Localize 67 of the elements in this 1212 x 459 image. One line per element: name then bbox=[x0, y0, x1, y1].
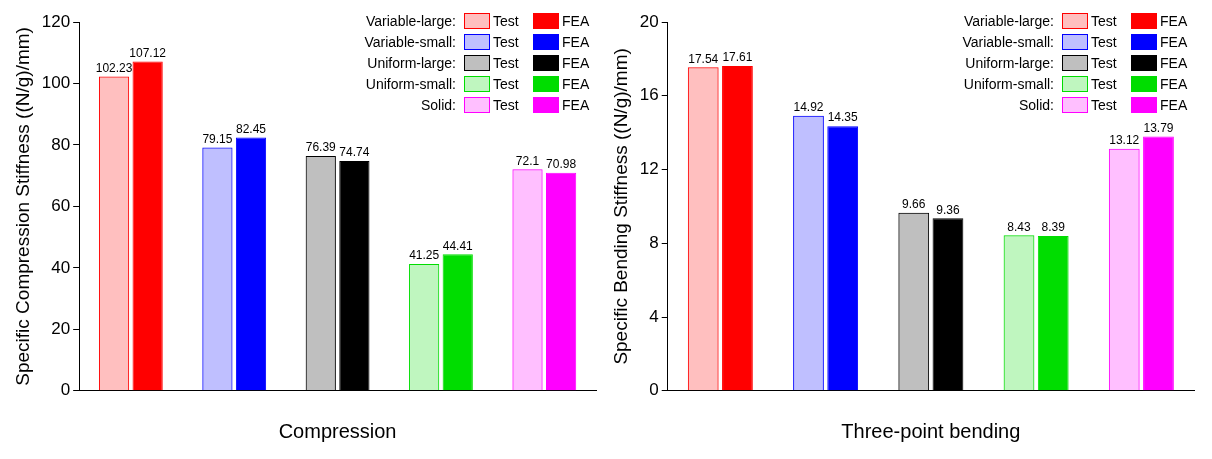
text: Test bbox=[1091, 75, 1117, 92]
text: FEA bbox=[1160, 12, 1188, 29]
y-tick-label: 20 bbox=[51, 319, 71, 339]
y-tick-label: 16 bbox=[639, 85, 659, 105]
y-axis-title: Specific Bending Stiffness ((N/g)/mm) bbox=[609, 48, 631, 365]
text: Test bbox=[493, 33, 519, 50]
annotation: Variable-small: bbox=[962, 33, 1054, 50]
text: Test bbox=[493, 54, 519, 71]
data-label: 82.45 bbox=[236, 121, 267, 136]
text: FEA bbox=[1160, 75, 1188, 92]
data-label: 41.25 bbox=[409, 248, 440, 263]
y-tick-label: 4 bbox=[649, 306, 659, 326]
data-label: 70.98 bbox=[546, 156, 577, 171]
data-label: 8.43 bbox=[1007, 219, 1032, 234]
data-label: 44.41 bbox=[442, 238, 474, 253]
data-label: 76.39 bbox=[305, 140, 337, 155]
y-axis-title: Specific Compression Stiffness ((N/g)/mm) bbox=[11, 27, 33, 386]
data-label: 17.54 bbox=[688, 51, 719, 66]
text: Test bbox=[1091, 96, 1117, 113]
y-tick-label: 0 bbox=[649, 380, 659, 400]
legend-label: FEA bbox=[1160, 54, 1189, 71]
y-tick-label: 8 bbox=[649, 232, 659, 252]
x-axis-title: Three-point bending bbox=[841, 419, 1021, 442]
text: FEA bbox=[562, 12, 590, 29]
annotation: Solid: bbox=[1018, 96, 1054, 113]
y-tick-label: 120 bbox=[41, 11, 71, 31]
y-tick-label: 0 bbox=[60, 380, 71, 400]
text: FEA bbox=[1160, 96, 1188, 113]
legend-label: FEA bbox=[562, 54, 591, 71]
annotation: Uniform-small: bbox=[365, 75, 456, 92]
y-tick-label: 12 bbox=[639, 159, 659, 179]
x-axis-title: Compression bbox=[278, 419, 397, 442]
data-label: 8.39 bbox=[1041, 220, 1066, 235]
y-tick-label: 20 bbox=[639, 11, 659, 31]
annotation: Variable-large: bbox=[365, 12, 456, 29]
annotation: Uniform-large: bbox=[367, 54, 456, 71]
annotation: Variable-small: bbox=[364, 33, 456, 50]
annotation: Uniform-small: bbox=[963, 75, 1054, 92]
annotation: Uniform-large: bbox=[965, 54, 1054, 71]
data-label: 14.92 bbox=[793, 99, 824, 114]
data-label: 74.74 bbox=[339, 145, 370, 160]
legend-label: Test bbox=[1091, 54, 1118, 71]
annotation: Variable-large: bbox=[963, 12, 1054, 29]
text: FEA bbox=[562, 33, 590, 50]
text: FEA bbox=[562, 75, 590, 92]
text: Test bbox=[1091, 12, 1117, 29]
annotation: Solid: bbox=[420, 96, 456, 113]
data-label: 14.35 bbox=[827, 110, 859, 125]
text: FEA bbox=[1160, 33, 1188, 50]
text: FEA bbox=[562, 96, 590, 113]
data-label: 102.23 bbox=[95, 60, 133, 75]
y-tick-label: 80 bbox=[51, 134, 71, 154]
y-tick-label: 40 bbox=[51, 257, 71, 277]
text: Test bbox=[493, 12, 519, 29]
data-label: 13.79 bbox=[1143, 120, 1174, 135]
data-label: 9.36 bbox=[936, 202, 960, 217]
data-label: 9.66 bbox=[902, 196, 926, 211]
y-tick-label: 60 bbox=[51, 196, 71, 216]
data-label: 13.12 bbox=[1109, 133, 1140, 148]
text: Test bbox=[1091, 33, 1117, 50]
data-label: 17.61 bbox=[722, 50, 753, 65]
legend-label: Test bbox=[493, 75, 520, 92]
data-label: 79.15 bbox=[202, 131, 233, 146]
text: Test bbox=[493, 96, 519, 113]
data-label: 107.12 bbox=[129, 45, 167, 60]
data-label: 72.1 bbox=[515, 153, 540, 168]
y-tick-label: 100 bbox=[41, 73, 71, 93]
